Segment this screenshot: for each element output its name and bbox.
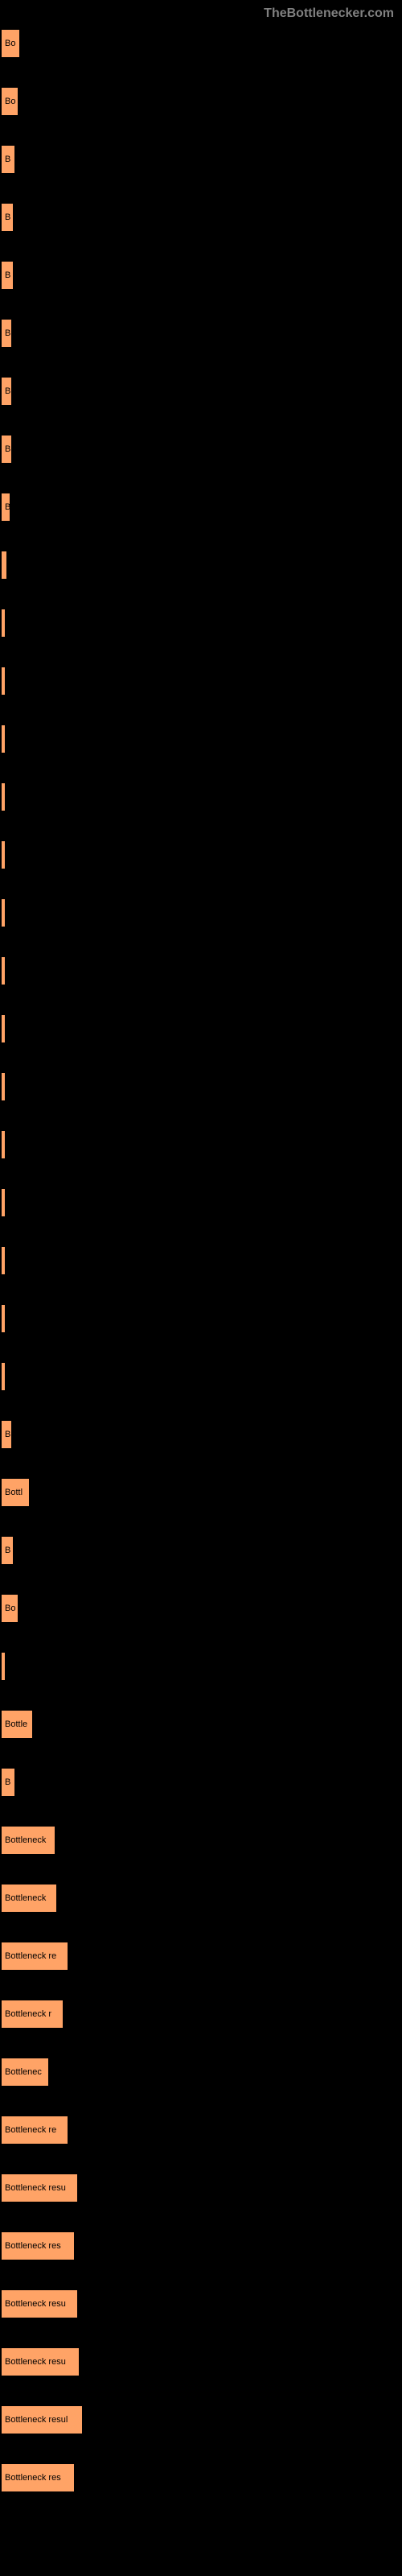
bar: Bottleneck [0,1883,58,1913]
bar [0,1071,6,1102]
bar-row [0,1071,402,1104]
bar: B [0,1535,14,1566]
bar [0,1129,6,1160]
bar-row: B [0,202,402,234]
bar-row [0,1245,402,1278]
bar [0,666,6,696]
bar: Bottlenec [0,2057,50,2087]
bar [0,840,6,870]
bar: Bo [0,86,19,117]
bar [0,1013,6,1044]
bar: B [0,1419,13,1450]
bar: Bottleneck re [0,1941,69,1971]
bar-row [0,1303,402,1335]
bar [0,956,6,986]
bar-row: Bottleneck re [0,1941,402,1973]
bar: Bottleneck re [0,2115,69,2145]
bar-row: B [0,376,402,408]
bar-row [0,1013,402,1046]
bar-row: Bottleneck [0,1825,402,1857]
bar-row [0,666,402,698]
bar-row [0,550,402,582]
bar-row [0,898,402,930]
bar-row [0,1651,402,1683]
bar: Bottleneck [0,1825,56,1856]
bar-row [0,724,402,756]
bar-row: Bottl [0,1477,402,1509]
bar-row: Bottleneck [0,1883,402,1915]
bar: Bottl [0,1477,31,1508]
bar: B [0,376,13,407]
bar-row: B [0,144,402,176]
bar-row: Bottleneck resul [0,2405,402,2437]
bar-row: Bottleneck resu [0,2289,402,2321]
bar: Bottleneck resu [0,2347,80,2377]
bar: Bo [0,1593,19,1624]
bar: B [0,144,16,175]
bar: Bo [0,28,21,59]
bar: Bottleneck res [0,2231,76,2261]
bar-row: B [0,492,402,524]
bar-row [0,782,402,814]
watermark-text: TheBottlenecker.com [264,6,394,21]
bar: B [0,434,13,464]
bar: B [0,1767,16,1798]
bar-row: Bottleneck r [0,1999,402,2031]
bar [0,1361,6,1392]
bar-row: B [0,434,402,466]
bar: B [0,202,14,233]
bar-row [0,1361,402,1393]
bar-row [0,956,402,988]
bar-row: Bottlenec [0,2057,402,2089]
bar-row: Bo [0,86,402,118]
bar: Bottleneck resu [0,2173,79,2203]
bar-row: Bo [0,28,402,60]
bar [0,898,6,928]
bar: Bottleneck res [0,2462,76,2493]
bar-row: B [0,1419,402,1451]
bar-row [0,1129,402,1162]
bar [0,1303,6,1334]
bar: Bottleneck r [0,1999,64,2029]
bar-row: B [0,1767,402,1799]
bar [0,782,6,812]
bar-row: Bottleneck res [0,2462,402,2495]
bar-row: Bottleneck resu [0,2173,402,2205]
bar [0,724,6,754]
bar-row: Bo [0,1593,402,1625]
bar [0,1245,6,1276]
bar: Bottleneck resu [0,2289,79,2319]
bar: B [0,492,11,522]
bar-chart: BoBoBBBBBBBBBottlBBoBottleBBottleneckBot… [0,28,402,2520]
bar-row [0,608,402,640]
bar-row: Bottle [0,1709,402,1741]
bar [0,608,6,638]
bar: B [0,260,14,291]
bar-row: Bottleneck res [0,2231,402,2263]
bar: Bottle [0,1709,34,1740]
bar-row: B [0,318,402,350]
bar-row: B [0,260,402,292]
bar: B [0,318,13,349]
bar [0,1651,6,1682]
bar: Bottleneck resul [0,2405,84,2435]
bar-row: B [0,1535,402,1567]
bar-row [0,1187,402,1220]
bar [0,550,8,580]
bar-row: Bottleneck re [0,2115,402,2147]
bar-row: Bottleneck resu [0,2347,402,2379]
bar [0,1187,6,1218]
bar-row [0,840,402,872]
